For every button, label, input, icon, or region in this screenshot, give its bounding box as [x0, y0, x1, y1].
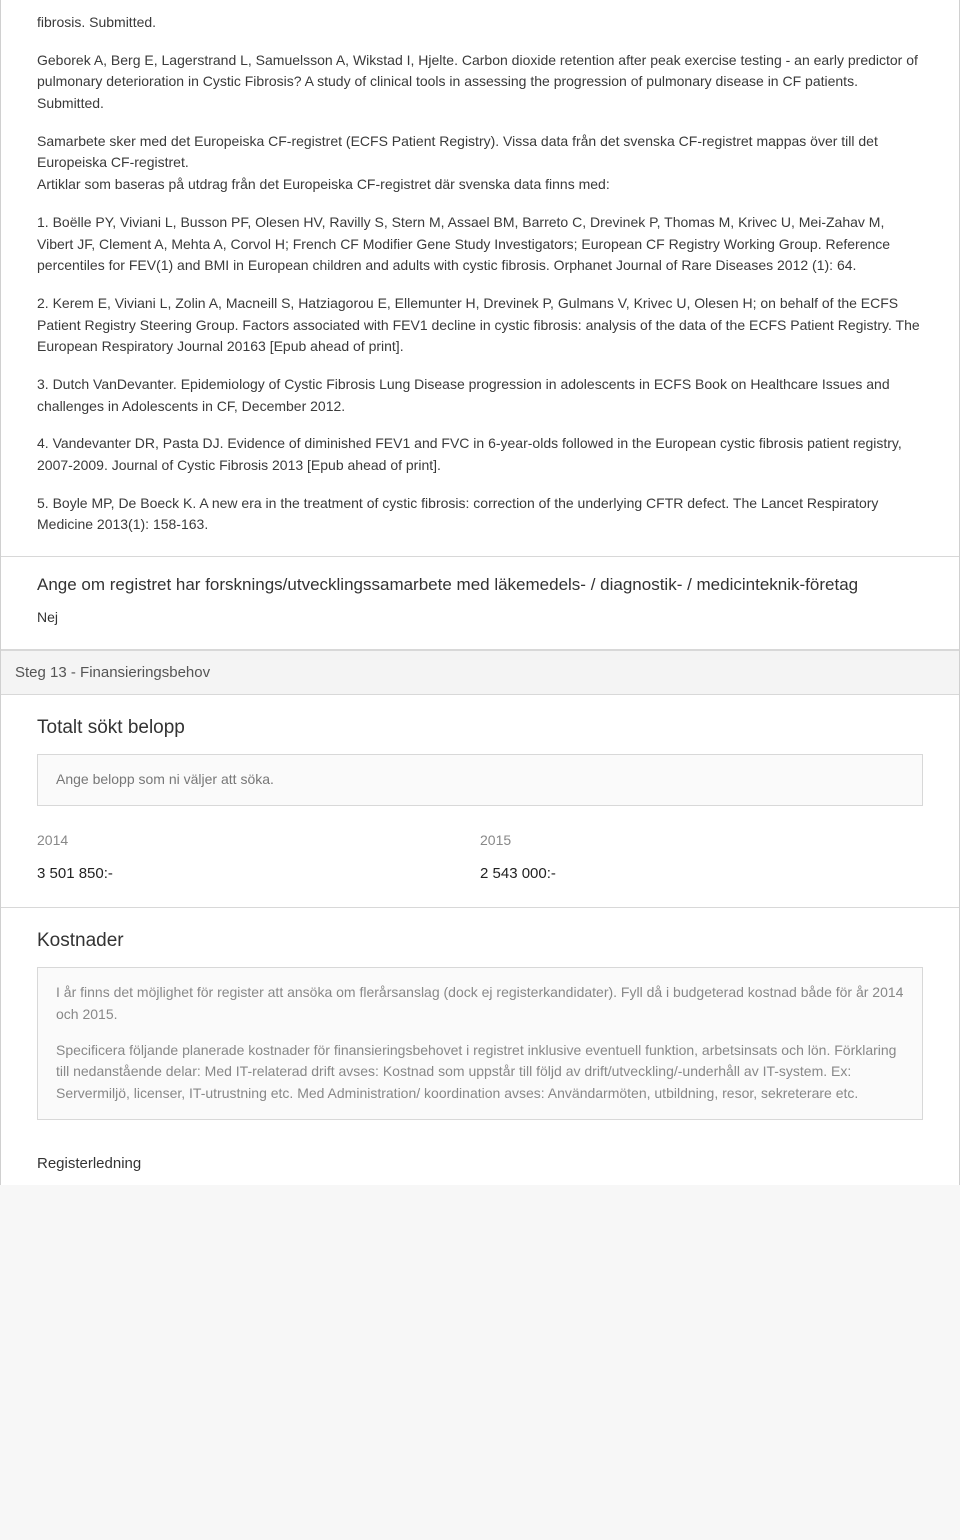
question-collab-answer: Nej — [37, 607, 923, 629]
reference-3: 3. Dutch VanDevanter. Epidemiology of Cy… — [37, 374, 923, 417]
kostnader-section: Kostnader I år finns det möjlighet för r… — [1, 908, 959, 1185]
paragraph-collab: Samarbete sker med det Europeiska CF-reg… — [37, 131, 923, 196]
registerledning-label: Registerledning — [1, 1138, 959, 1185]
kostnader-info-p1: I år finns det möjlighet för register at… — [56, 982, 904, 1025]
year-amount-row: 2014 3 501 850:- 2015 2 543 000:- — [1, 824, 959, 908]
question-collab-heading: Ange om registret har forsknings/utveckl… — [37, 573, 923, 597]
kostnader-info: I år finns det möjlighet för register at… — [37, 967, 923, 1119]
reference-4: 4. Vandevanter DR, Pasta DJ. Evidence of… — [37, 433, 923, 476]
total-amount-info: Ange belopp som ni väljer att söka. — [37, 754, 923, 806]
kostnader-info-p2: Specificera följande planerade kostnader… — [56, 1040, 904, 1105]
reference-1: 1. Boëlle PY, Viviani L, Busson PF, Oles… — [37, 212, 923, 277]
reference-5: 5. Boyle MP, De Boeck K. A new era in th… — [37, 493, 923, 536]
year-value-2015: 2 543 000:- — [480, 862, 923, 885]
question-collab-block: Ange om registret har forsknings/utveckl… — [1, 557, 959, 649]
year-label-2014: 2014 — [37, 830, 480, 852]
paragraph-pub-a: Geborek A, Berg E, Lagerstrand L, Samuel… — [37, 50, 923, 115]
year-value-2014: 3 501 850:- — [37, 862, 480, 885]
kostnader-heading: Kostnader — [1, 908, 959, 967]
research-text-block: fibrosis. Submitted. Geborek A, Berg E, … — [1, 0, 959, 557]
step-13-header: Steg 13 - Finansieringsbehov — [1, 650, 959, 695]
paragraph-fragment: fibrosis. Submitted. — [37, 12, 923, 34]
year-col-2014: 2014 3 501 850:- — [37, 830, 480, 885]
total-amount-section: Totalt sökt belopp Ange belopp som ni vä… — [1, 695, 959, 908]
total-amount-heading: Totalt sökt belopp — [1, 695, 959, 754]
year-col-2015: 2015 2 543 000:- — [480, 830, 923, 885]
total-amount-info-text: Ange belopp som ni väljer att söka. — [56, 771, 274, 787]
page-container: fibrosis. Submitted. Geborek A, Berg E, … — [0, 0, 960, 1185]
reference-2: 2. Kerem E, Viviani L, Zolin A, Macneill… — [37, 293, 923, 358]
year-label-2015: 2015 — [480, 830, 923, 852]
